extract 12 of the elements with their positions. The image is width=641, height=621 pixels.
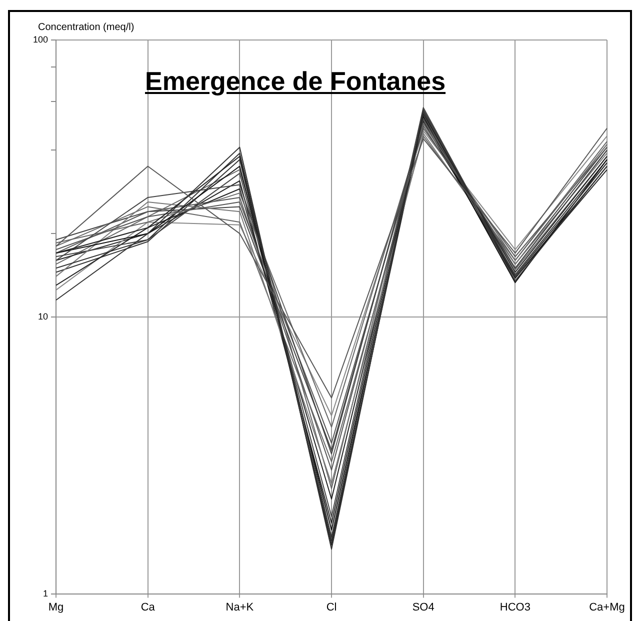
y-tick-label: 10 <box>38 311 48 322</box>
text: Emergence de Fontanes <box>145 66 446 97</box>
x-tick-label: Ca <box>140 601 156 614</box>
x-tick-label: SO4 <box>412 601 434 614</box>
x-tick-label: Na+K <box>226 601 254 614</box>
y-tick-label: 1 <box>43 588 48 598</box>
x-tick-label: Mg <box>48 601 64 614</box>
x-tick-label: Ca+Mg <box>589 601 625 614</box>
x-tick-label: Cl <box>326 601 337 614</box>
x-tick-label: HCO3 <box>500 601 530 614</box>
y-tick-label: 100 <box>32 34 48 44</box>
y-axis-title: Concentration (meq/l) <box>38 22 134 33</box>
